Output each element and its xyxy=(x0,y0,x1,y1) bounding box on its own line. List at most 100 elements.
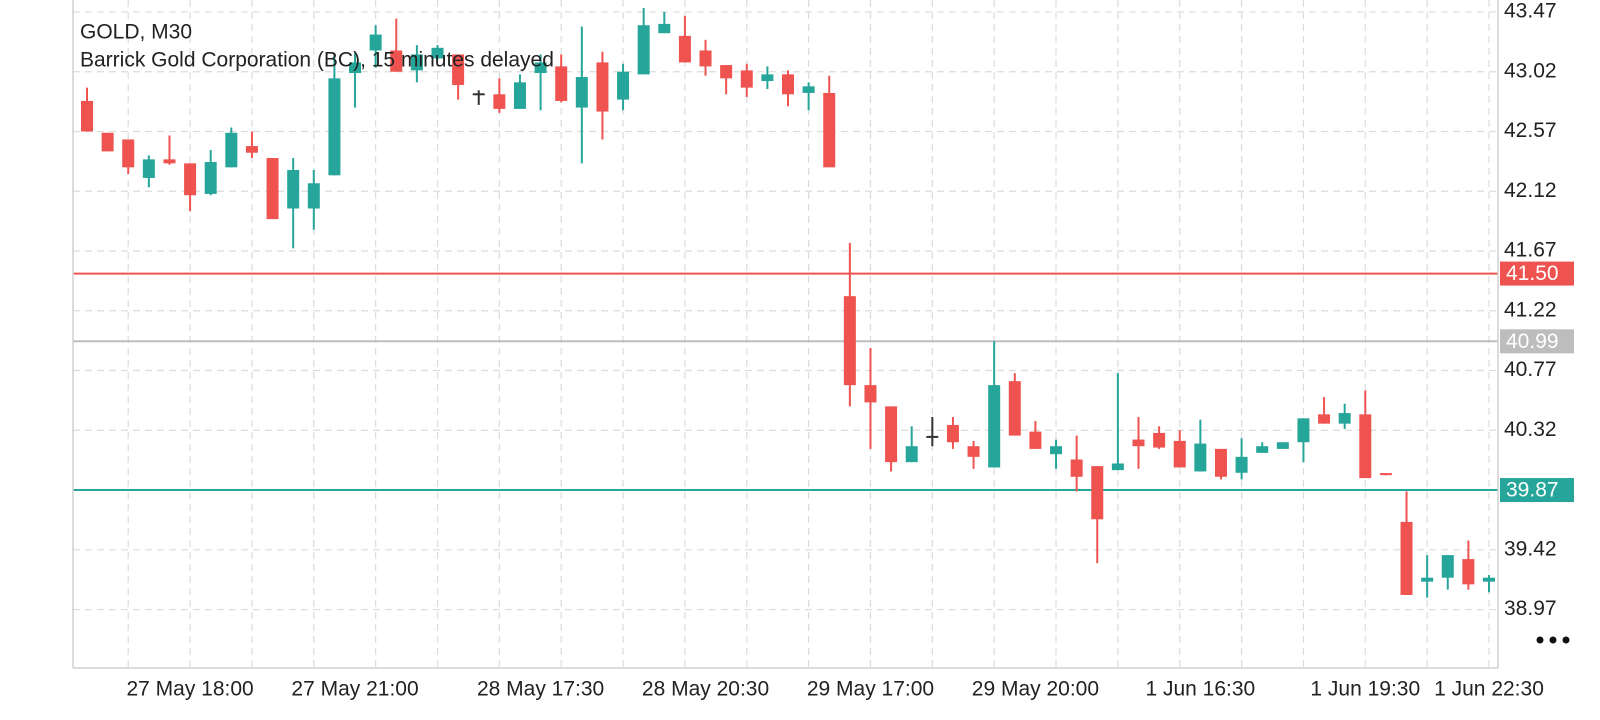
candle-body xyxy=(225,132,238,168)
candle-body xyxy=(513,82,526,109)
y-tick-label: 41.67 xyxy=(1504,239,1557,262)
candle-body xyxy=(349,62,362,74)
y-tick-label: 40.77 xyxy=(1504,358,1557,381)
y-tick-label: 38.97 xyxy=(1504,597,1557,620)
x-tick-label: 1 Jun 16:30 xyxy=(1145,678,1255,701)
candle-body xyxy=(905,446,918,463)
candle-body xyxy=(1338,413,1351,424)
chart-title: GOLD, M30 xyxy=(80,21,192,44)
candle-body xyxy=(1173,440,1186,468)
y-tick-label: 41.22 xyxy=(1504,298,1557,321)
candle-body xyxy=(410,54,423,71)
candle-body xyxy=(1132,439,1145,447)
candle-body xyxy=(1008,381,1021,436)
y-tick-label: 39.42 xyxy=(1504,537,1557,560)
candle-body xyxy=(1297,418,1310,443)
candle-body xyxy=(1050,446,1063,455)
candle-body xyxy=(740,70,753,88)
candle-body xyxy=(472,93,485,96)
candle-body xyxy=(596,62,609,112)
candle-body xyxy=(431,47,444,59)
candle-body xyxy=(782,74,794,95)
price-line-layer xyxy=(73,272,1498,492)
candle-body xyxy=(369,34,382,51)
price-badge xyxy=(1500,329,1574,354)
candle-body xyxy=(1029,431,1042,449)
candle-body xyxy=(1194,443,1207,472)
candle-body xyxy=(122,139,135,168)
x-tick-label: 1 Jun 22:30 xyxy=(1434,678,1544,701)
candle-body xyxy=(1421,577,1434,582)
x-tick-label: 27 May 21:00 xyxy=(291,678,418,701)
x-tick-label: 28 May 17:30 xyxy=(477,678,604,701)
x-tick-label: 27 May 18:00 xyxy=(126,678,253,701)
candle-body xyxy=(204,162,217,194)
candle-body xyxy=(967,446,980,457)
candle-body xyxy=(575,77,588,108)
y-tick-label: 43.47 xyxy=(1504,0,1557,22)
candle-body xyxy=(163,159,176,164)
candle-body xyxy=(1462,559,1475,585)
candle-body xyxy=(390,50,403,72)
candle-body xyxy=(1483,577,1495,582)
candle-body xyxy=(678,35,691,63)
candle-body xyxy=(864,385,877,403)
x-tick-label: 28 May 20:30 xyxy=(642,678,769,701)
candle-body xyxy=(946,424,959,443)
x-tick-label: 1 Jun 19:30 xyxy=(1310,678,1420,701)
more-menu[interactable] xyxy=(1536,636,1570,644)
candle-body xyxy=(637,25,650,75)
candle-body xyxy=(142,159,155,178)
candle-body xyxy=(720,65,733,79)
candle-body xyxy=(81,100,93,132)
candle-body xyxy=(307,183,320,209)
price-badge-label: 41.50 xyxy=(1506,262,1559,285)
grid-layer xyxy=(73,0,1498,668)
candle-body xyxy=(287,169,300,209)
candle-body xyxy=(761,74,774,82)
y-tick-label: 40.32 xyxy=(1504,418,1557,441)
candle-body xyxy=(266,158,279,220)
candle-body xyxy=(245,146,258,153)
candle-body xyxy=(1111,463,1124,471)
candle-body xyxy=(1235,456,1248,473)
candle-body xyxy=(802,86,815,93)
menu-dot[interactable] xyxy=(1536,636,1544,644)
candle-body xyxy=(452,54,465,85)
candle-body xyxy=(1091,466,1104,520)
candle-body xyxy=(1400,521,1413,595)
candle-body xyxy=(1153,432,1166,448)
candle-body xyxy=(493,94,506,109)
candle-body xyxy=(1441,555,1454,578)
x-tick-label: 29 May 17:00 xyxy=(807,678,934,701)
candle-body xyxy=(534,62,547,74)
candle-body xyxy=(926,435,939,438)
price-badge xyxy=(1500,261,1574,286)
price-badge xyxy=(1500,478,1574,503)
candle-body xyxy=(658,23,671,34)
candle-body xyxy=(1214,448,1227,477)
candle-body xyxy=(1256,446,1269,453)
candle-body xyxy=(184,163,197,196)
price-badge-label: 40.99 xyxy=(1506,330,1559,353)
menu-dot[interactable] xyxy=(1562,636,1570,644)
axis-layer: 43.47 43.02 42.57 42.12 41.67 41.22 40.77 40.32… xyxy=(126,0,1574,701)
candle-body xyxy=(555,66,568,101)
candle-body xyxy=(1070,459,1083,477)
candle-body xyxy=(1379,473,1392,476)
candle-body xyxy=(699,50,712,67)
y-tick-label: 43.02 xyxy=(1504,59,1557,82)
candle-layer xyxy=(81,7,1495,598)
candle-body xyxy=(843,296,856,386)
candle-body xyxy=(823,92,836,168)
candle-body xyxy=(101,132,114,152)
candle-body xyxy=(1359,414,1372,479)
menu-dot[interactable] xyxy=(1549,636,1557,644)
candle-body xyxy=(328,78,341,176)
candle-body xyxy=(988,385,1001,468)
y-tick-label: 42.57 xyxy=(1504,119,1557,142)
candle-body xyxy=(617,71,630,100)
chart-subtitle: Barrick Gold Corporation (BC), 15 minute… xyxy=(80,49,554,72)
